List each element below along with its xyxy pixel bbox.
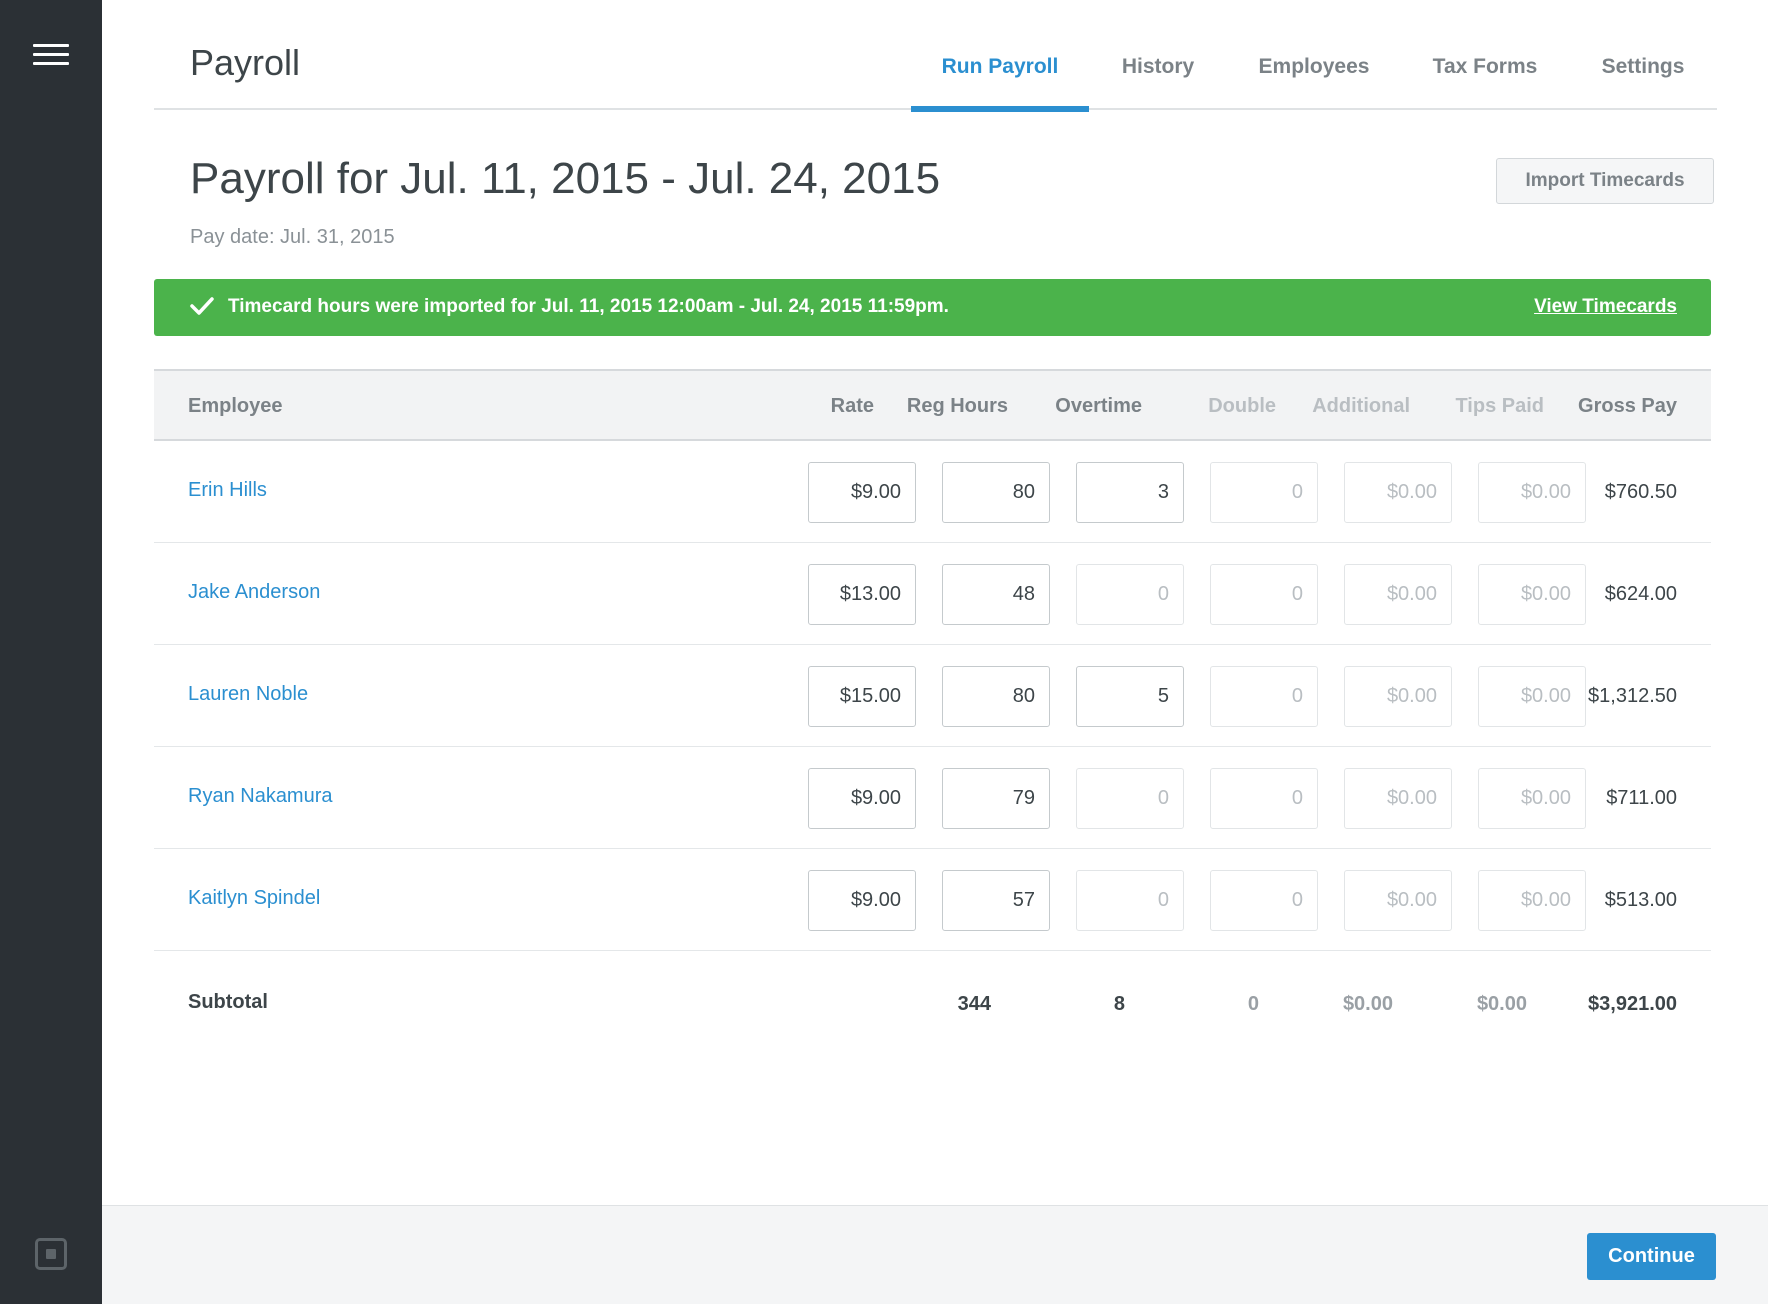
footer-bar: Continue xyxy=(102,1205,1768,1304)
rate-input[interactable]: $13.00 xyxy=(808,564,916,625)
sidebar xyxy=(0,0,102,1304)
double-input[interactable]: 0 xyxy=(1210,666,1318,727)
import-timecards-button[interactable]: Import Timecards xyxy=(1496,158,1714,204)
additional-input[interactable]: $0.00 xyxy=(1344,870,1452,931)
subtotal-label: Subtotal xyxy=(188,991,268,1013)
rate-input[interactable]: $9.00 xyxy=(808,870,916,931)
gross-pay-value: $624.00 xyxy=(1604,583,1677,605)
rate-input[interactable]: $9.00 xyxy=(808,462,916,523)
table-row: Ryan Nakamura $9.00 79 0 0 $0.00 $0.00 $… xyxy=(154,747,1711,849)
tab-run-payroll[interactable]: Run Payroll xyxy=(911,0,1089,112)
employee-link[interactable]: Ryan Nakamura xyxy=(188,785,333,807)
additional-input[interactable]: $0.00 xyxy=(1344,666,1452,727)
page-title: Payroll for Jul. 11, 2015 - Jul. 24, 201… xyxy=(190,154,941,203)
reg-hours-input[interactable]: 48 xyxy=(942,564,1050,625)
overtime-input[interactable]: 0 xyxy=(1076,768,1184,829)
overtime-input[interactable]: 3 xyxy=(1076,462,1184,523)
gross-pay-value: $711.00 xyxy=(1606,787,1677,809)
gross-pay-value: $513.00 xyxy=(1604,889,1677,911)
tips-paid-input[interactable]: $0.00 xyxy=(1478,564,1586,625)
subtotal-overtime: 8 xyxy=(1113,993,1125,1015)
table-row: Lauren Noble $15.00 80 5 0 $0.00 $0.00 $… xyxy=(154,645,1711,747)
reg-hours-input[interactable]: 80 xyxy=(942,462,1050,523)
subtotal-gross-pay: $3,921.00 xyxy=(1588,993,1677,1015)
hamburger-menu-icon[interactable] xyxy=(33,44,69,66)
overtime-input[interactable]: 0 xyxy=(1076,564,1184,625)
tips-paid-input[interactable]: $0.00 xyxy=(1478,666,1586,727)
overtime-input[interactable]: 5 xyxy=(1076,666,1184,727)
tips-paid-input[interactable]: $0.00 xyxy=(1478,768,1586,829)
square-logo-icon[interactable] xyxy=(35,1238,67,1270)
reg-hours-input[interactable]: 57 xyxy=(942,870,1050,931)
double-input[interactable]: 0 xyxy=(1210,462,1318,523)
tab-history[interactable]: History xyxy=(1121,55,1195,78)
view-timecards-link[interactable]: View Timecards xyxy=(1534,296,1677,317)
header-rate: Rate xyxy=(830,395,874,417)
table-row: Erin Hills $9.00 80 3 0 $0.00 $0.00 $760… xyxy=(154,441,1711,543)
rate-input[interactable]: $15.00 xyxy=(808,666,916,727)
double-input[interactable]: 0 xyxy=(1210,564,1318,625)
double-input[interactable]: 0 xyxy=(1210,870,1318,931)
employee-link[interactable]: Lauren Noble xyxy=(188,683,309,705)
tab-bar: Run Payroll History Employees Tax Forms … xyxy=(911,0,1717,112)
tips-paid-input[interactable]: $0.00 xyxy=(1478,462,1586,523)
additional-input[interactable]: $0.00 xyxy=(1344,768,1452,829)
subtotal-row: Subtotal 344 8 0 $0.00 $0.00 $3,921.00 xyxy=(154,951,1711,1051)
header-employee: Employee xyxy=(188,395,283,417)
app-title: Payroll xyxy=(190,42,301,83)
header-reg-hours: Reg Hours xyxy=(906,395,1008,417)
tab-employees[interactable]: Employees xyxy=(1258,55,1370,78)
reg-hours-input[interactable]: 80 xyxy=(942,666,1050,727)
table-row: Jake Anderson $13.00 48 0 0 $0.00 $0.00 … xyxy=(154,543,1711,645)
tab-settings[interactable]: Settings xyxy=(1601,55,1685,78)
main-content: Payroll Run Payroll History Employees Ta… xyxy=(102,0,1768,1304)
subtotal-additional: $0.00 xyxy=(1342,993,1393,1015)
tips-paid-input[interactable]: $0.00 xyxy=(1478,870,1586,931)
employee-link[interactable]: Kaitlyn Spindel xyxy=(188,887,321,909)
reg-hours-input[interactable]: 79 xyxy=(942,768,1050,829)
double-input[interactable]: 0 xyxy=(1210,768,1318,829)
subtotal-double: 0 xyxy=(1247,993,1259,1015)
additional-input[interactable]: $0.00 xyxy=(1344,564,1452,625)
top-nav: Payroll Run Payroll History Employees Ta… xyxy=(154,0,1717,112)
employee-link[interactable]: Erin Hills xyxy=(188,479,267,501)
table-row: Kaitlyn Spindel $9.00 57 0 0 $0.00 $0.00… xyxy=(154,849,1711,951)
gross-pay-value: $1,312.50 xyxy=(1588,685,1677,707)
success-banner: Timecard hours were imported for Jul. 11… xyxy=(154,279,1711,336)
subtotal-reg-hours: 344 xyxy=(957,993,991,1015)
tab-tax-forms[interactable]: Tax Forms xyxy=(1432,55,1538,78)
table-header: Employee Rate Reg Hours Overtime Double … xyxy=(154,369,1711,441)
gross-pay-value: $760.50 xyxy=(1604,481,1677,503)
header-gross-pay: Gross Pay xyxy=(1578,395,1677,417)
employee-link[interactable]: Jake Anderson xyxy=(188,581,321,603)
continue-button[interactable]: Continue xyxy=(1587,1233,1716,1280)
checkmark-icon xyxy=(190,297,214,315)
rate-input[interactable]: $9.00 xyxy=(808,768,916,829)
header-double: Double xyxy=(1208,395,1276,417)
overtime-input[interactable]: 0 xyxy=(1076,870,1184,931)
header-overtime: Overtime xyxy=(1055,395,1142,417)
subtotal-tips-paid: $0.00 xyxy=(1476,993,1527,1015)
header-additional: Additional xyxy=(1312,395,1410,417)
additional-input[interactable]: $0.00 xyxy=(1344,462,1452,523)
pay-date: Pay date: Jul. 31, 2015 xyxy=(190,226,395,248)
banner-message: Timecard hours were imported for Jul. 11… xyxy=(228,296,949,317)
payroll-table: Employee Rate Reg Hours Overtime Double … xyxy=(154,369,1711,1051)
header-tips-paid: Tips Paid xyxy=(1455,395,1544,417)
